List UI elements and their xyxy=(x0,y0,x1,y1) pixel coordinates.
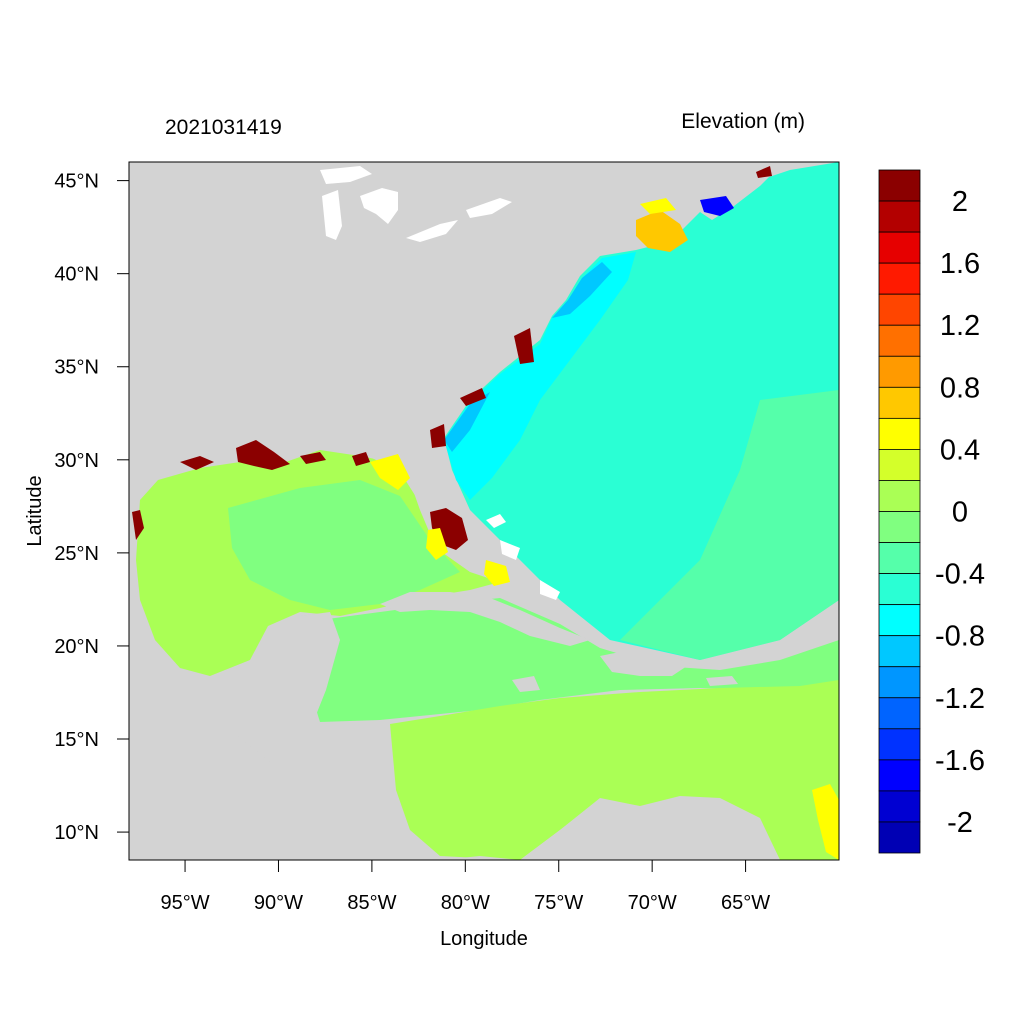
colorbar-label: -1.6 xyxy=(935,745,985,777)
x-tick-label: 90°W xyxy=(254,892,303,914)
colorbar-bin xyxy=(878,697,921,730)
colorbar-bin xyxy=(878,821,921,854)
coastal-surge-specks xyxy=(132,166,772,540)
y-tick-label: 35°N xyxy=(54,357,99,379)
y-axis: 45°N 40°N 35°N 30°N 25°N 20°N 15°N 10°N xyxy=(54,171,129,844)
maine-surge xyxy=(636,210,688,252)
atlantic-shelf xyxy=(444,252,636,500)
colorbar-bin xyxy=(878,790,921,823)
plot-title-variable: Elevation (m) xyxy=(681,110,805,133)
caribbean-south xyxy=(390,680,839,860)
colorbar-bin xyxy=(878,604,921,637)
colorbar-bin xyxy=(878,759,921,792)
y-tick-label: 30°N xyxy=(54,450,99,472)
x-axis: 95°W 90°W 85°W 80°W 75°W 70°W 65°W xyxy=(160,860,770,914)
colorbar-bin xyxy=(878,169,921,202)
colorbar-bin xyxy=(878,542,921,574)
colorbar-bin xyxy=(878,293,921,326)
plot-title-date: 2021031419 xyxy=(165,116,282,139)
surge-highlights xyxy=(236,196,839,860)
caribbean-north xyxy=(310,598,839,722)
colorbar-bin xyxy=(878,480,921,512)
y-tick-label: 25°N xyxy=(54,543,99,565)
colorbar-label: 0.8 xyxy=(940,372,980,404)
x-tick-label: 80°W xyxy=(441,892,490,914)
colorbar-label: 0.4 xyxy=(940,434,980,466)
colorbar-bin xyxy=(878,573,921,606)
y-tick-label: 40°N xyxy=(54,264,99,286)
colorbar-bin xyxy=(878,511,921,543)
colorbar-bin xyxy=(878,200,921,233)
cuba xyxy=(380,592,590,646)
colorbar-bin xyxy=(878,324,921,357)
y-tick-label: 15°N xyxy=(54,729,99,751)
colorbar-bin xyxy=(878,666,921,699)
colorbar-label: -0.8 xyxy=(935,621,985,653)
atlantic-south xyxy=(620,390,839,660)
colorbar-bin xyxy=(878,231,921,264)
x-tick-label: 75°W xyxy=(534,892,583,914)
hispaniola xyxy=(600,648,690,676)
map-frame xyxy=(128,161,840,861)
colorbar-bin xyxy=(878,355,921,388)
colorbar-bin xyxy=(878,262,921,295)
x-axis-label: Longitude xyxy=(440,928,528,950)
y-axis-label: Latitude xyxy=(24,475,46,546)
colorbar-label: -2 xyxy=(947,807,973,839)
colorbar: 2 1.6 1.2 0.8 0.4 0 -0.4 -0.8 -1.2 -1.6 -2 xyxy=(878,169,985,854)
louisiana-surge xyxy=(236,440,290,470)
jamaica xyxy=(512,676,540,692)
colorbar-label: 1.6 xyxy=(940,248,980,280)
bahamas-islands xyxy=(486,514,560,600)
map-panel xyxy=(129,162,839,860)
colorbar-bin xyxy=(878,635,921,668)
south-america-coast xyxy=(440,796,780,860)
x-tick-label: 65°W xyxy=(721,892,770,914)
colorbar-label: -1.2 xyxy=(935,683,985,715)
gulf-interior xyxy=(228,480,460,610)
puerto-rico xyxy=(706,676,738,686)
colorbar-bin xyxy=(878,728,921,761)
colorbar-bin xyxy=(878,449,921,481)
colorbar-label: 0 xyxy=(952,497,968,529)
colorbar-bin xyxy=(878,386,921,419)
atlantic-coastal-shelf xyxy=(444,392,490,452)
colorbar-label: 2 xyxy=(952,186,968,218)
x-tick-label: 95°W xyxy=(160,892,209,914)
x-tick-label: 70°W xyxy=(628,892,677,914)
great-lakes xyxy=(320,166,512,242)
central-america xyxy=(129,716,400,860)
colorbar-bin xyxy=(878,417,921,450)
x-tick-label: 85°W xyxy=(347,892,396,914)
y-tick-label: 10°N xyxy=(54,822,99,844)
colorbar-label: 1.2 xyxy=(940,310,980,342)
y-tick-label: 20°N xyxy=(54,636,99,658)
bay-of-fundy-low xyxy=(700,196,734,216)
colorbar-label: -0.4 xyxy=(935,559,985,591)
y-tick-label: 45°N xyxy=(54,171,99,193)
